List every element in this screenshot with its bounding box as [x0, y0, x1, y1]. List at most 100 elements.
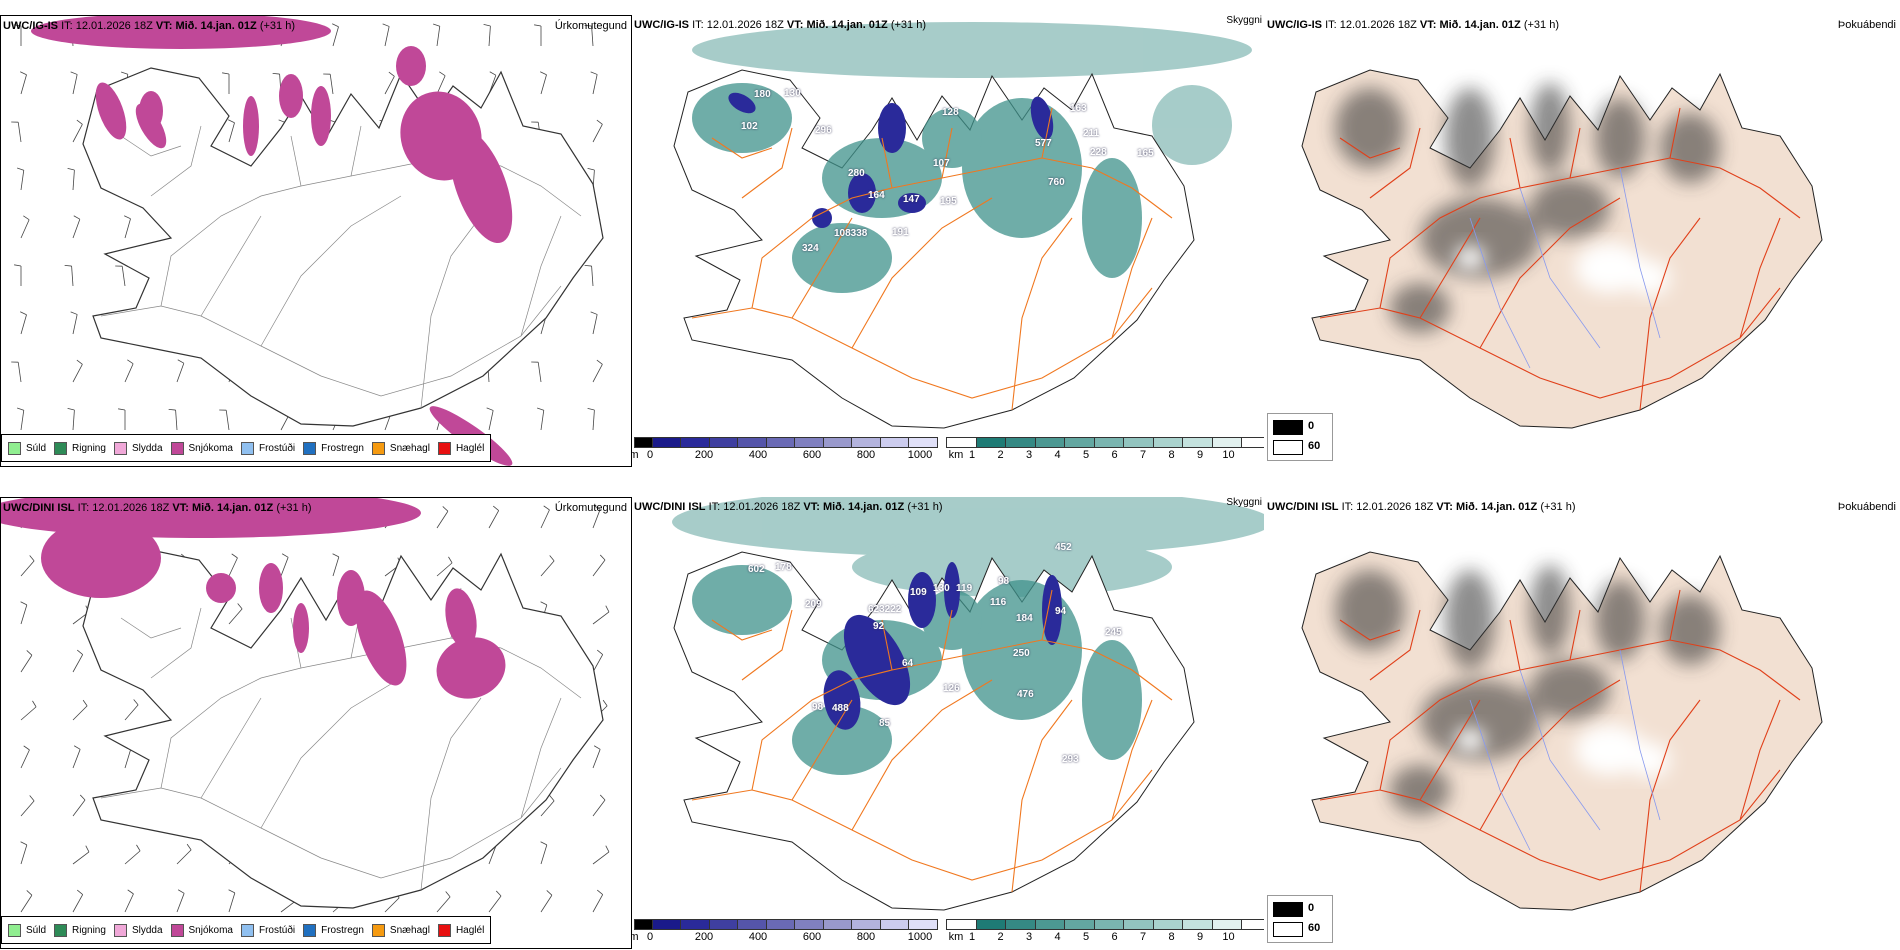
visibility-colorbar [946, 437, 1264, 448]
fog-area [1390, 765, 1450, 815]
fog-area [1445, 570, 1495, 670]
legend-swatch [8, 441, 21, 455]
fog-legend-swatch-60 [1273, 922, 1303, 937]
wind-barb [72, 359, 83, 383]
fog-legend: 0 60 [1267, 413, 1333, 461]
colorbar-segment [795, 919, 824, 930]
snow-area [259, 563, 283, 613]
snow-area [243, 96, 259, 156]
map-value-label: 195 [940, 196, 957, 207]
road [1369, 127, 1421, 199]
fog-legend: 0 60 [1267, 895, 1333, 943]
header-model: UWC/DINI ISL [634, 501, 706, 513]
map-value-label: 296 [815, 125, 832, 136]
colorbar-segment [1183, 437, 1213, 448]
snow-area [355, 590, 407, 686]
snow-area [293, 603, 309, 653]
colorbar-tick: 200 [694, 931, 714, 943]
wind-barb [14, 264, 22, 286]
fog-legend-swatch-60 [1273, 440, 1303, 455]
legend-swatch [170, 923, 184, 937]
low-ceiling-area [823, 670, 861, 730]
fog-map [1301, 551, 1823, 911]
snow-area [311, 86, 331, 146]
legend-swatch [113, 923, 127, 937]
header-it-value: 12.01.2026 18Z [92, 502, 170, 514]
header-it-label: IT: [77, 502, 90, 514]
fog-legend-label: 0 [1308, 420, 1315, 432]
road [1319, 769, 1781, 881]
bottom-row: UWC/DINI ISL IT: 12.01.2026 18Z VT: Mið.… [0, 497, 1900, 949]
fog-legend-swatch-0 [1273, 902, 1303, 917]
wind-barb [72, 649, 84, 673]
wind-barb [72, 215, 81, 239]
visibility-panel: UWC/DINI ISL IT: 12.01.2026 18Z VT: Mið.… [632, 497, 1264, 949]
colorbar-segment [823, 919, 852, 930]
fog-area [1595, 580, 1645, 660]
fog-legend-swatch-0 [1273, 420, 1303, 435]
map-value-label: 324 [802, 243, 819, 254]
low-ceiling-areas [728, 92, 1054, 228]
precip-type-panel: UWC/DINI ISL IT: 12.01.2026 18Z VT: Mið.… [0, 497, 632, 949]
wind-barb [592, 505, 601, 529]
legend-item: Snjókoma [170, 923, 233, 937]
colorbar-tick: 10 [1222, 931, 1235, 943]
wind-barb [20, 215, 30, 239]
colorbar-segment [909, 919, 938, 930]
colorbar-segment [709, 919, 738, 930]
header-it-label: IT: [61, 20, 73, 32]
fog-sea [672, 497, 1264, 557]
legend-label: Súld [26, 442, 47, 454]
colorbar-segment [976, 437, 1006, 448]
wind-barb [592, 845, 610, 865]
legend-label: Frostúði [258, 924, 296, 936]
colorbar-segment [634, 437, 653, 448]
road [1479, 197, 1621, 349]
field-name: Þokuábendi [1837, 501, 1896, 513]
wind-barb [382, 23, 390, 47]
legend-label: Snjókoma [188, 924, 233, 936]
header-vt-label: VT: [786, 19, 804, 31]
road [1739, 699, 1781, 821]
colorbar-segment [652, 919, 681, 930]
road [1319, 287, 1781, 399]
wind-barb [20, 71, 27, 95]
road [941, 127, 953, 179]
wind-barb [587, 407, 595, 431]
road [150, 607, 202, 679]
map-value-label: 147 [903, 194, 920, 205]
header-model: UWC/DINI ISL [3, 502, 75, 514]
roads [1319, 589, 1801, 893]
colorbar-tick: 200 [694, 449, 714, 461]
road [1509, 137, 1521, 189]
wind-barb [72, 699, 88, 721]
low-ceiling-area [848, 173, 876, 213]
legend-item: Snjókoma [170, 441, 233, 455]
map-value-label: 107 [933, 158, 950, 169]
legend-item: Frostúði [240, 923, 296, 937]
visibility-colorbar [946, 919, 1264, 930]
road [691, 287, 1153, 399]
roads [691, 589, 1173, 893]
colorbar-unit: km [948, 931, 964, 943]
road [1639, 699, 1701, 893]
low-ceiling-area [878, 103, 906, 153]
wind-barb [20, 890, 33, 913]
colorbar-tick: 3 [1025, 931, 1033, 943]
wind-barb [228, 119, 235, 143]
low-ceiling-area [898, 193, 926, 213]
fog-legend-label: 60 [1308, 440, 1321, 452]
low-visibility-sea [692, 22, 1252, 165]
map-value-label: 293 [1062, 754, 1079, 765]
fog-area [1335, 570, 1405, 650]
wind-barb [115, 265, 126, 287]
wind-barb [67, 167, 75, 191]
legend-label: Frostúði [258, 442, 296, 454]
wind-barb [124, 889, 134, 913]
colorbar-segment [681, 437, 710, 448]
low-ceiling-area [944, 562, 960, 618]
colorbar-segment [681, 919, 710, 930]
fog-area [1530, 178, 1610, 238]
colorbar-tick: 9 [1196, 931, 1204, 943]
colorbar-tick: 3 [1025, 449, 1033, 461]
